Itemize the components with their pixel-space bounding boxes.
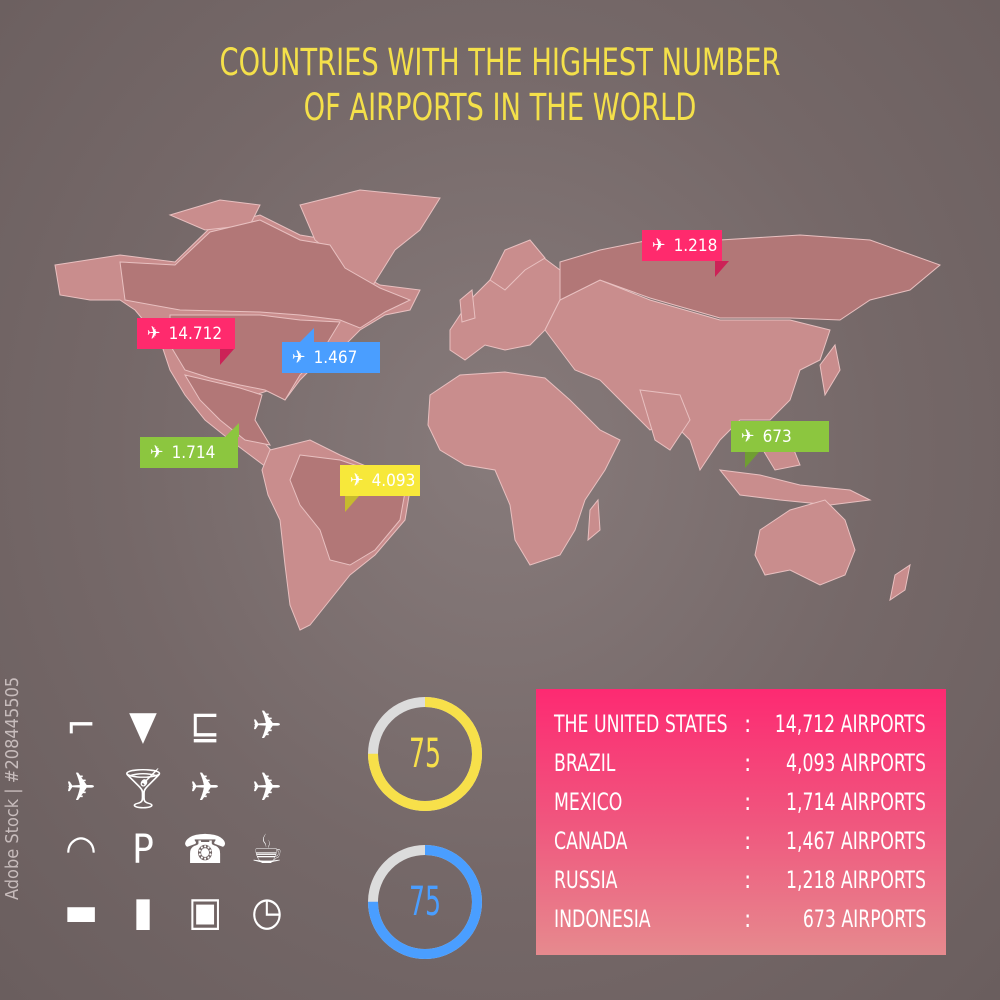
airplane-icon: ✈ bbox=[292, 347, 306, 368]
phone-icon: ☎ bbox=[182, 827, 228, 873]
parking-icon: P bbox=[132, 827, 154, 873]
map-tag-brazil: ✈ 4.093 bbox=[340, 465, 420, 512]
separator: : bbox=[744, 827, 752, 855]
stock-credit: Adobe Stock | #208445505 bbox=[2, 676, 23, 900]
separator: : bbox=[744, 788, 752, 816]
country-name: THE UNITED STATES bbox=[554, 710, 728, 738]
title-line-1: COUNTRIES WITH THE HIGHEST NUMBER bbox=[219, 41, 781, 84]
airplane-icon: ✈ bbox=[251, 703, 283, 749]
map-tag-united-states: ✈ 14.712 bbox=[137, 318, 235, 365]
wifi-icon: ◠ bbox=[65, 827, 97, 873]
table-row: CANADA: 1,467 AIRPORTS bbox=[554, 824, 926, 858]
tag-pointer bbox=[745, 452, 759, 468]
tag-value: 1.467 bbox=[313, 347, 358, 368]
country-mexico bbox=[183, 374, 272, 446]
tag-pointer bbox=[220, 349, 234, 365]
country-name: CANADA bbox=[554, 827, 628, 855]
baggage-claim-icon: ▣ bbox=[187, 889, 222, 935]
separator: : bbox=[744, 749, 752, 777]
luggage-trolley-icon: ⊑ bbox=[189, 703, 221, 749]
tag-pointer bbox=[300, 328, 314, 342]
donut-chart-blue: 75 bbox=[365, 842, 485, 962]
tag-value: 1.714 bbox=[171, 442, 216, 463]
suitcase-icon: ▮ bbox=[133, 889, 153, 935]
airplane-icon: ✈ bbox=[652, 235, 666, 256]
tag-value: 673 bbox=[762, 426, 792, 447]
table-row: THE UNITED STATES:14,712 AIRPORTS bbox=[554, 707, 926, 741]
africa bbox=[427, 371, 621, 566]
departure-icon: ✈ bbox=[189, 765, 221, 811]
separator: : bbox=[744, 905, 752, 933]
airport-count: 1,467 AIRPORTS bbox=[786, 827, 926, 855]
clock-icon: ◷ bbox=[251, 889, 283, 935]
airport-count: 14,712 AIRPORTS bbox=[775, 710, 926, 738]
table-row: RUSSIA: 1,218 AIRPORTS bbox=[554, 863, 926, 897]
map-tag-canada: ✈ 1.467 bbox=[282, 328, 380, 373]
table-row: INDONESIA: 673 AIRPORTS bbox=[554, 902, 926, 936]
tag-value: 1.218 bbox=[673, 235, 718, 256]
map-tag-mexico: ✈ 1.714 bbox=[140, 423, 239, 468]
airplane-icon: ✈ bbox=[147, 323, 161, 344]
donut-value: 75 bbox=[408, 879, 442, 925]
airport-count: 1,218 AIRPORTS bbox=[786, 866, 926, 894]
australia bbox=[754, 499, 856, 586]
arrival-icon: ✈ bbox=[251, 765, 283, 811]
umbrella-icon: ▼ bbox=[129, 703, 157, 749]
country-name: RUSSIA bbox=[554, 866, 618, 894]
map-tag-indonesia: ✈ 673 bbox=[731, 421, 829, 468]
donut-arc bbox=[368, 697, 482, 811]
country-canada bbox=[119, 219, 412, 329]
tag-value: 4.093 bbox=[371, 470, 416, 491]
airport-count: 4,093 AIRPORTS bbox=[786, 749, 926, 777]
title-line-2: OF AIRPORTS IN THE WORLD bbox=[303, 86, 697, 129]
airplane-icon: ✈ bbox=[741, 426, 755, 447]
airport-count: 673 AIRPORTS bbox=[802, 905, 926, 933]
airport-icon-grid: ⌐ ▼ ⊑ ✈ ✈ 🍸︎ ✈ ✈ ◠ P ☎ ☕︎ ▬ ▮ ▣ ◷ bbox=[50, 695, 320, 943]
country-name: MEXICO bbox=[554, 788, 623, 816]
country-name: INDONESIA bbox=[554, 905, 651, 933]
airplane-icon: ✈ bbox=[350, 470, 364, 491]
table-row: MEXICO: 1,714 AIRPORTS bbox=[554, 785, 926, 819]
separator: : bbox=[744, 866, 752, 894]
country-name: BRAZIL bbox=[554, 749, 616, 777]
donut-chart-yellow: 75 bbox=[365, 694, 485, 814]
map-tag-russia: ✈ 1.218 bbox=[642, 230, 729, 277]
cocktail-icon: 🍸︎ bbox=[117, 765, 169, 812]
airport-count: 1,714 AIRPORTS bbox=[786, 788, 926, 816]
page-title: COUNTRIES WITH THE HIGHEST NUMBER OF AIR… bbox=[90, 40, 910, 130]
asia bbox=[544, 279, 831, 472]
tag-pointer bbox=[345, 496, 359, 512]
donut-arc bbox=[368, 845, 482, 959]
smoking-icon: ▬ bbox=[63, 889, 98, 935]
coffee-icon: ☕︎ bbox=[250, 827, 284, 873]
tag-pointer bbox=[225, 423, 239, 437]
airplane-side-icon: ✈ bbox=[65, 765, 97, 811]
airplane-icon: ✈ bbox=[150, 442, 164, 463]
donut-value: 75 bbox=[408, 731, 442, 777]
airport-count-table: THE UNITED STATES:14,712 AIRPORTS BRAZIL:… bbox=[536, 689, 946, 955]
table-row: BRAZIL: 4,093 AIRPORTS bbox=[554, 746, 926, 780]
stairs-icon: ⌐ bbox=[65, 703, 97, 749]
tag-value: 14.712 bbox=[168, 323, 223, 344]
separator: : bbox=[744, 710, 752, 738]
tag-pointer bbox=[715, 261, 729, 277]
